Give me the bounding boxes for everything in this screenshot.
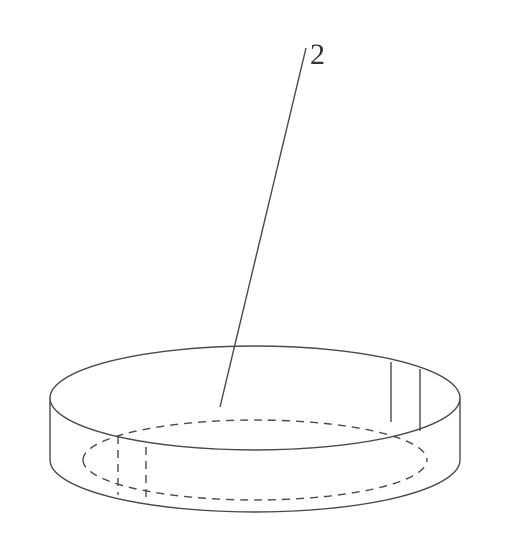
leader-line xyxy=(220,48,306,407)
bottom-rim-front xyxy=(50,460,460,512)
callout-label-2: 2 xyxy=(310,38,325,72)
inner-ring-front xyxy=(83,460,427,500)
cylinder-ring-diagram xyxy=(0,0,523,539)
top-rim xyxy=(50,346,460,450)
